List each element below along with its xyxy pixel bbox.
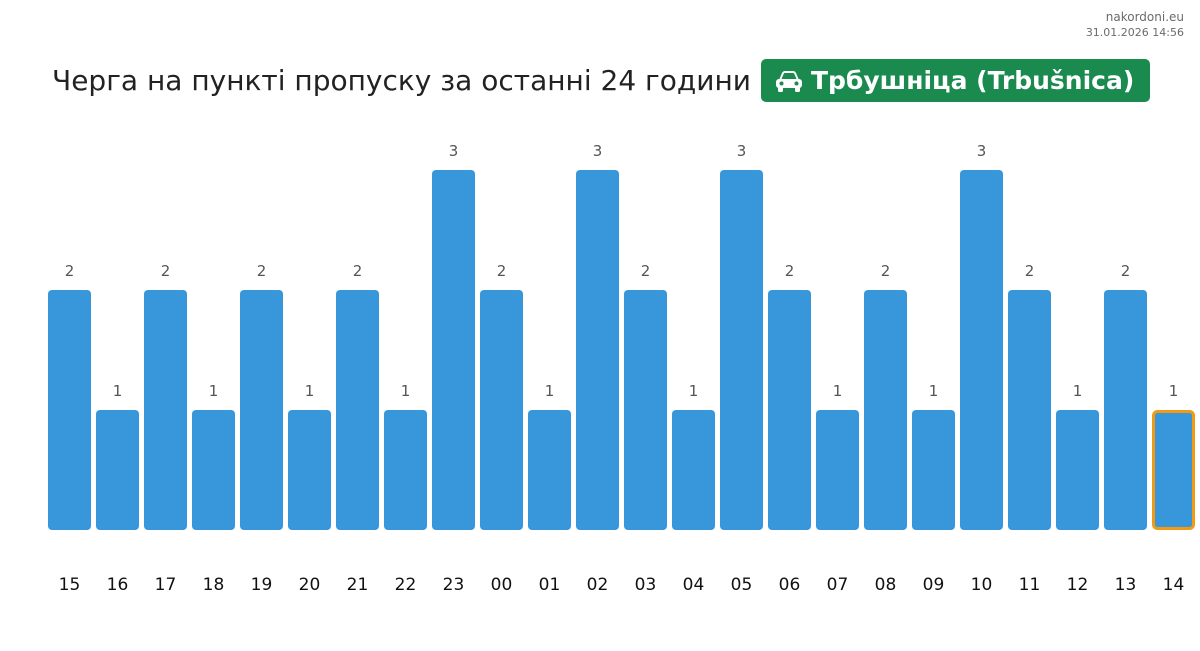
bar-17 xyxy=(144,290,187,530)
x-tick-label-21: 21 xyxy=(347,575,369,595)
x-tick-label-13: 13 xyxy=(1115,575,1137,595)
bar-18 xyxy=(192,410,235,530)
x-tick-label-05: 05 xyxy=(731,575,753,595)
bar-value-label-17: 2 xyxy=(161,262,171,280)
bar-01 xyxy=(528,410,571,530)
bar-00 xyxy=(480,290,523,530)
x-tick-label-15: 15 xyxy=(59,575,81,595)
bar-value-label-13: 2 xyxy=(1121,262,1131,280)
bar-13 xyxy=(1104,290,1147,530)
x-tick-label-06: 06 xyxy=(779,575,801,595)
x-tick-label-14: 14 xyxy=(1163,575,1185,595)
bar-23 xyxy=(432,170,475,530)
bar-value-label-05: 3 xyxy=(737,142,747,160)
bar-value-label-09: 1 xyxy=(929,382,939,400)
x-tick-label-02: 02 xyxy=(587,575,609,595)
bar-value-label-20: 1 xyxy=(305,382,315,400)
bar-value-label-15: 2 xyxy=(65,262,75,280)
bar-02 xyxy=(576,170,619,530)
x-tick-label-08: 08 xyxy=(875,575,897,595)
crossing-name: Трбушніца (Trbušnica) xyxy=(810,66,1135,95)
bar-19 xyxy=(240,290,283,530)
bar-22 xyxy=(384,410,427,530)
bar-value-label-22: 1 xyxy=(401,382,411,400)
bar-value-label-01: 1 xyxy=(545,382,555,400)
bar-value-label-08: 2 xyxy=(881,262,891,280)
bar-05 xyxy=(720,170,763,530)
bar-value-label-03: 2 xyxy=(641,262,651,280)
bar-value-label-19: 2 xyxy=(257,262,267,280)
bar-21 xyxy=(336,290,379,530)
timestamp: 31.01.2026 14:56 xyxy=(1085,26,1184,39)
bar-value-label-21: 2 xyxy=(353,262,363,280)
bar-08 xyxy=(864,290,907,530)
brand-block: nakordoni.eu 31.01.2026 14:56 xyxy=(1086,10,1184,40)
bar-16 xyxy=(96,410,139,530)
car-icon xyxy=(775,70,802,92)
bar-value-label-14: 1 xyxy=(1169,382,1179,400)
bar-value-label-18: 1 xyxy=(209,382,219,400)
x-tick-label-00: 00 xyxy=(491,575,513,595)
chart-title: Черга на пункті пропуску за останні 24 г… xyxy=(52,64,751,97)
site-name: nakordoni.eu xyxy=(1105,10,1184,24)
x-tick-label-09: 09 xyxy=(923,575,945,595)
bar-03 xyxy=(624,290,667,530)
bar-value-label-04: 1 xyxy=(689,382,699,400)
x-tick-label-12: 12 xyxy=(1067,575,1089,595)
x-tick-label-16: 16 xyxy=(107,575,129,595)
bar-11 xyxy=(1008,290,1051,530)
x-tick-label-01: 01 xyxy=(539,575,561,595)
crossing-badge: Трбушніца (Trbušnica) xyxy=(760,59,1151,102)
chart-header: Черга на пункті пропуску за останні 24 г… xyxy=(52,59,1151,102)
x-tick-label-23: 23 xyxy=(443,575,465,595)
bar-09 xyxy=(912,410,955,530)
bar-value-label-11: 2 xyxy=(1025,262,1035,280)
bar-12 xyxy=(1056,410,1099,530)
bar-06 xyxy=(768,290,811,530)
x-tick-label-17: 17 xyxy=(155,575,177,595)
bar-10 xyxy=(960,170,1003,530)
bar-value-label-06: 2 xyxy=(785,262,795,280)
x-tick-label-18: 18 xyxy=(203,575,225,595)
x-tick-label-11: 11 xyxy=(1019,575,1041,595)
x-tick-label-22: 22 xyxy=(395,575,417,595)
x-tick-label-03: 03 xyxy=(635,575,657,595)
bar-14 xyxy=(1152,410,1195,530)
bar-value-label-02: 3 xyxy=(593,142,603,160)
x-tick-label-10: 10 xyxy=(971,575,993,595)
bar-value-label-16: 1 xyxy=(113,382,123,400)
bar-07 xyxy=(816,410,859,530)
x-tick-label-07: 07 xyxy=(827,575,849,595)
x-tick-label-04: 04 xyxy=(683,575,705,595)
x-tick-label-20: 20 xyxy=(299,575,321,595)
bar-04 xyxy=(672,410,715,530)
bar-value-label-00: 2 xyxy=(497,262,507,280)
bar-15 xyxy=(48,290,91,530)
bar-value-label-23: 3 xyxy=(449,142,459,160)
bar-value-label-07: 1 xyxy=(833,382,843,400)
bar-value-label-10: 3 xyxy=(977,142,987,160)
bar-20 xyxy=(288,410,331,530)
x-tick-label-19: 19 xyxy=(251,575,273,595)
bar-value-label-12: 1 xyxy=(1073,382,1083,400)
